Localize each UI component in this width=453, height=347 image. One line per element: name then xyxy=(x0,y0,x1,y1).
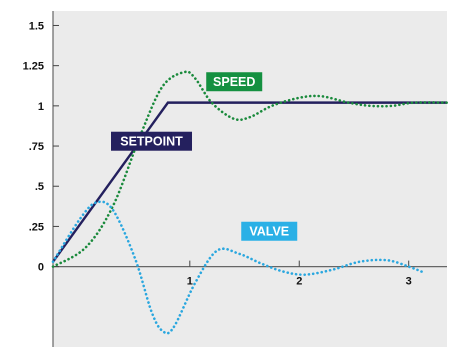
y-tick-label: .75 xyxy=(29,141,44,153)
series-label-text: VALVE xyxy=(249,225,289,239)
series-label-text: SETPOINT xyxy=(120,135,183,149)
series-label-box xyxy=(206,72,263,92)
x-axis: 1 2 3 xyxy=(53,260,447,288)
plot-area-background xyxy=(53,11,447,347)
x-tick-label: 3 xyxy=(406,276,412,288)
x-tick-label: 2 xyxy=(296,276,302,288)
series-label-box xyxy=(241,221,298,241)
y-tick-label: .25 xyxy=(29,221,44,233)
y-tick-label: .5 xyxy=(35,181,44,193)
series-labels: SETPOINT SPEED VALVE xyxy=(111,72,298,241)
y-tick-label: 0 xyxy=(38,262,44,274)
series-line-speed xyxy=(51,70,449,268)
series-label-speed: SPEED xyxy=(206,72,263,92)
y-tick-label: 1.25 xyxy=(23,61,44,73)
series-label-box xyxy=(111,131,193,151)
series-line-setpoint xyxy=(52,101,447,263)
y-axis: 0 .25 .5 .75 1 1.25 1.5 xyxy=(23,11,59,347)
series-label-valve: VALVE xyxy=(241,221,298,241)
y-tick-label: 1 xyxy=(38,101,44,113)
y-tick-label: 1.5 xyxy=(29,20,44,32)
series-group xyxy=(51,70,449,335)
series-label-setpoint: SETPOINT xyxy=(111,131,193,151)
x-tick-label: 1 xyxy=(187,276,193,288)
series-label-text: SPEED xyxy=(213,75,255,89)
series-line-valve xyxy=(51,200,427,335)
